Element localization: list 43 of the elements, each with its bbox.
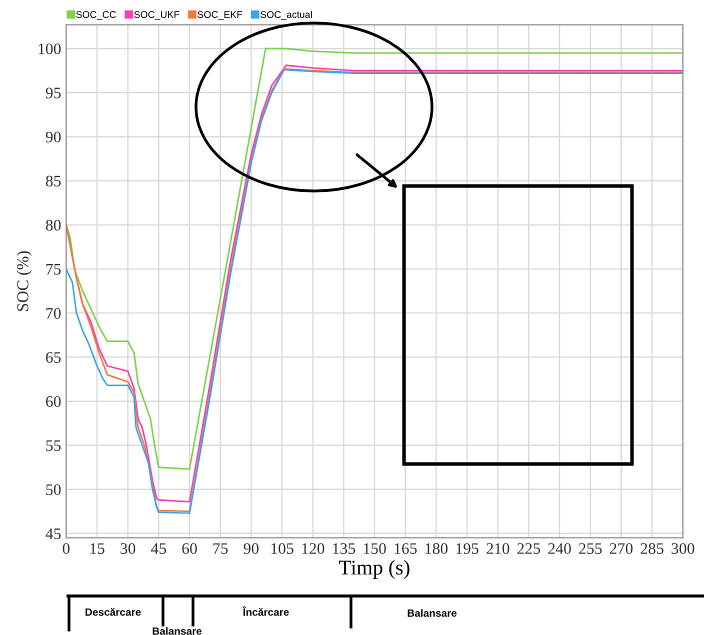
x-tick-label: 15 bbox=[90, 543, 104, 554]
x-tick-label: 240 bbox=[548, 543, 571, 554]
x-tick-label: 135 bbox=[333, 543, 356, 554]
x-tick-label: 225 bbox=[517, 543, 540, 554]
legend-label: SOC_CC bbox=[76, 11, 116, 20]
y-tick-label: 65 bbox=[46, 352, 61, 363]
x-tick-label: 210 bbox=[486, 543, 510, 554]
text: Balansare bbox=[152, 627, 202, 635]
y-tick-label: 75 bbox=[46, 264, 61, 275]
x-tick-label: 75 bbox=[213, 543, 228, 554]
y-tick-label: 70 bbox=[46, 308, 61, 319]
legend-label: SOC_UKF bbox=[134, 11, 180, 20]
y-tick-label: 100 bbox=[38, 43, 61, 54]
legend-label: SOC_actual bbox=[260, 10, 312, 20]
y-axis-title: SOC (%) bbox=[16, 251, 32, 311]
y-tick-label: 90 bbox=[46, 132, 61, 142]
x-axis-title: Timp (s) bbox=[339, 560, 410, 579]
x-tick-label: 0 bbox=[62, 543, 70, 554]
text: Balansare bbox=[408, 609, 457, 617]
x-tick-label: 90 bbox=[244, 543, 259, 554]
y-tick-label: 80 bbox=[46, 220, 61, 231]
x-tick-label: 180 bbox=[426, 543, 448, 554]
x-tick-label: 165 bbox=[394, 543, 417, 554]
y-tick-label: 60 bbox=[46, 396, 61, 407]
text: Descărcare bbox=[86, 608, 141, 616]
x-tick-label: 105 bbox=[271, 543, 294, 554]
y-tick-label: 55 bbox=[46, 440, 61, 451]
x-tick-label: 120 bbox=[302, 543, 324, 554]
y-tick-label: 50 bbox=[46, 484, 61, 496]
y-tick-label: 95 bbox=[46, 88, 61, 98]
x-tick-label: 285 bbox=[640, 543, 664, 554]
y-tick-label: 45 bbox=[46, 528, 61, 540]
text: Încărcare bbox=[242, 606, 289, 616]
y-tick-label: 85 bbox=[46, 176, 61, 187]
x-tick-label: 30 bbox=[120, 543, 136, 554]
x-tick-label: 45 bbox=[151, 543, 166, 554]
x-tick-label: 195 bbox=[456, 543, 478, 554]
x-tick-label: 270 bbox=[610, 543, 633, 554]
x-tick-label: 300 bbox=[672, 543, 694, 554]
x-tick-label: 60 bbox=[182, 543, 197, 554]
x-tick-label: 255 bbox=[579, 543, 602, 554]
x-tick-label: 150 bbox=[364, 543, 386, 554]
legend-label: SOC_EKF bbox=[198, 11, 242, 20]
